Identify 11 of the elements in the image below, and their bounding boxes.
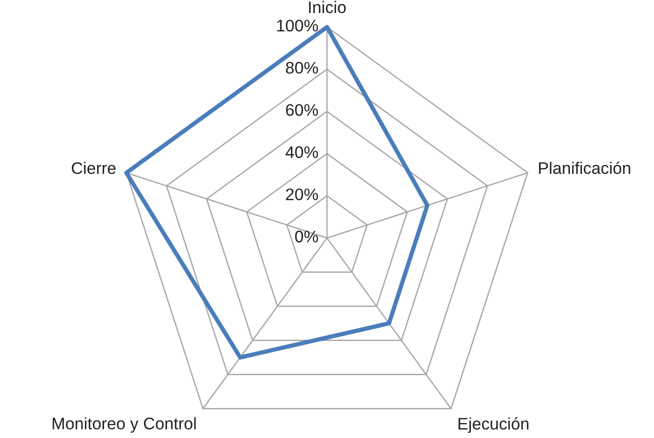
y-tick-label: 100% — [277, 20, 318, 32]
y-tick-label: 20% — [286, 188, 318, 200]
spoke-label: Inicio — [309, 0, 346, 14]
spoke-label: Ejecución — [458, 417, 528, 433]
y-tick-label: 60% — [286, 104, 318, 116]
y-tick-label: 80% — [286, 62, 318, 74]
spoke-label: Planificación — [539, 162, 630, 174]
spoke-label: Monitoreo y Control — [52, 417, 196, 433]
y-tick-label: 40% — [286, 146, 318, 158]
spoke-label: Cierre — [72, 162, 116, 174]
y-tick-label: 0% — [295, 230, 318, 242]
